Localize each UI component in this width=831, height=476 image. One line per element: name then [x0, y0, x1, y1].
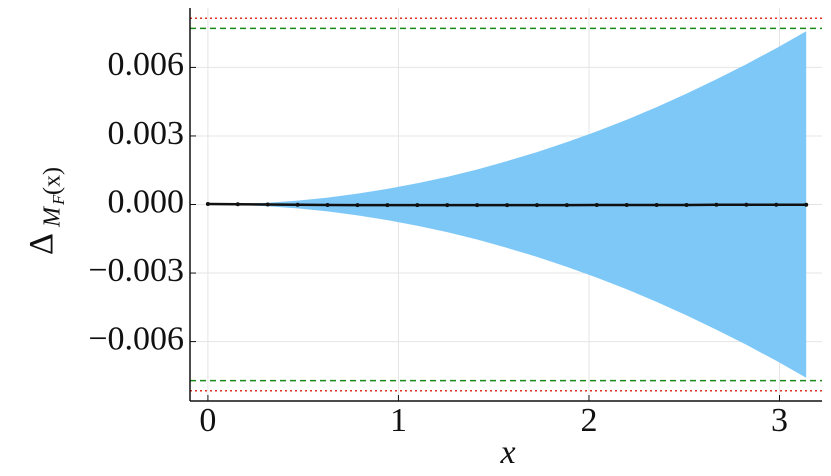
series-point [295, 202, 300, 207]
series-point [594, 202, 599, 207]
x-tick-label: 3 [771, 402, 788, 439]
series-point [744, 202, 749, 207]
series-point [564, 203, 569, 208]
series-point [654, 202, 659, 207]
x-tick-label: 2 [580, 402, 597, 439]
series-point [684, 202, 689, 207]
x-tick-label: 1 [390, 402, 407, 439]
y-tick-label: 0.003 [108, 115, 185, 152]
series-point [415, 203, 420, 208]
y-axis-label: Δ M F (x) [23, 167, 68, 255]
series-point [385, 203, 390, 208]
y-tick-label: −0.003 [88, 252, 184, 289]
series-point [205, 202, 210, 207]
y-label-sub: M [40, 205, 66, 228]
series-point [235, 202, 240, 207]
series-point [325, 202, 330, 207]
x-tick-label: 0 [199, 402, 216, 439]
series-point [355, 203, 360, 208]
series-point [624, 202, 629, 207]
series-point [475, 203, 480, 208]
y-label-main: Δ [23, 233, 60, 255]
y-label-subsub: F [49, 194, 68, 206]
series-point [265, 202, 270, 207]
y-tick-label: −0.006 [88, 320, 184, 357]
series-point [774, 202, 779, 207]
y-tick-label: 0.006 [108, 46, 185, 83]
y-tick-label: 0.000 [108, 183, 185, 220]
series-point [714, 202, 719, 207]
series-point [445, 203, 450, 208]
series-point [505, 203, 510, 208]
series-point [534, 203, 539, 208]
x-axis-label: x [499, 434, 515, 471]
series-point [804, 202, 809, 207]
y-label-tail: (x) [40, 167, 66, 195]
